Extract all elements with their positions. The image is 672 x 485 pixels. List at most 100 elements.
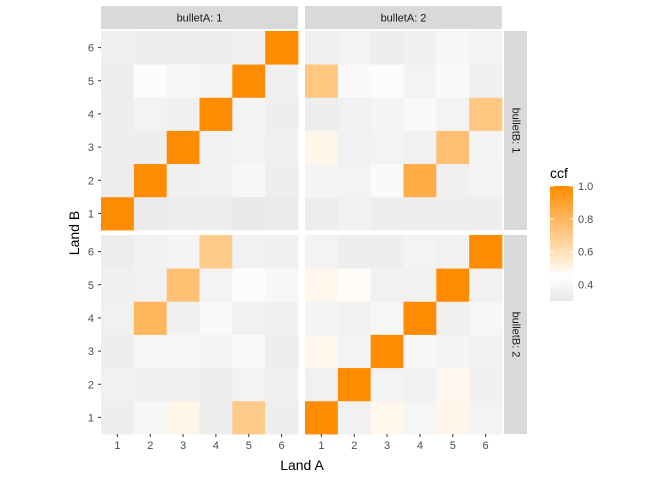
legend-tick-label: 1.0 (578, 181, 593, 193)
y-tick-label: 2 (88, 379, 94, 391)
heatmap-cell (469, 31, 503, 65)
heatmap-cell (370, 97, 404, 131)
heatmap-cell (199, 97, 233, 131)
heatmap-cell (403, 31, 437, 65)
heatmap-cell (337, 130, 372, 165)
heatmap-cell (166, 130, 200, 165)
heatmap-cell (305, 268, 339, 302)
heatmap-cell (232, 64, 266, 98)
heatmap-cell (232, 334, 266, 369)
heatmap-cell (101, 196, 135, 231)
heatmap-cell (265, 196, 299, 231)
heatmap-cell (232, 196, 266, 231)
legend-title: ccf (550, 165, 568, 181)
heatmap-cell (101, 31, 135, 65)
facet-strip-right (504, 31, 527, 230)
heatmap-cell (199, 268, 233, 302)
heatmap-cell (436, 268, 470, 302)
heatmap-cell (133, 334, 168, 369)
heatmap-cell (199, 400, 233, 435)
heatmap-cell (133, 400, 168, 435)
heatmap-cell (305, 64, 339, 98)
heatmap-cell (370, 196, 404, 231)
heatmap-cell (133, 196, 168, 231)
heatmap-cell (436, 31, 470, 65)
heatmap-cell (101, 367, 135, 402)
heatmap-cell (305, 163, 339, 198)
y-axis-title: Land B (66, 211, 82, 255)
facet-strip-top (101, 6, 298, 29)
heatmap-cell (337, 97, 372, 131)
x-tick-label: 2 (351, 440, 357, 452)
heatmap-cell (166, 235, 200, 269)
heatmap-cell (166, 268, 200, 302)
heatmap-cell (199, 235, 233, 269)
heatmap-cell (436, 400, 470, 435)
heatmap-cell (370, 64, 404, 98)
heatmap-cell (305, 235, 339, 269)
heatmap-cell (469, 196, 503, 231)
heatmap-cell (199, 301, 233, 335)
heatmap-cell (133, 301, 168, 335)
heatmap-cell (469, 130, 503, 165)
heatmap-cell (337, 196, 372, 231)
x-tick-label: 3 (384, 440, 390, 452)
heatmap-cell (265, 367, 299, 402)
heatmap-cell (305, 367, 339, 402)
heatmap-cell (469, 334, 503, 369)
heatmap-cell (305, 97, 339, 131)
facet-panel (305, 235, 503, 435)
heatmap-cell (305, 196, 339, 231)
heatmap-cell (403, 196, 437, 231)
heatmap-cell (436, 196, 470, 231)
y-tick-label: 1 (88, 208, 94, 220)
x-tick-label: 2 (147, 440, 153, 452)
heatmap-cell (436, 235, 470, 269)
heatmap-cell (265, 301, 299, 335)
heatmap-cell (469, 367, 503, 402)
heatmap-cell (337, 301, 372, 335)
y-tick-label: 2 (88, 175, 94, 187)
x-tick-label: 3 (180, 440, 186, 452)
heatmap-cell (403, 64, 437, 98)
heatmap-cell (199, 367, 233, 402)
heatmap-cell (403, 334, 437, 369)
heatmap-cell (305, 301, 339, 335)
legend-tick-label: 0.8 (578, 214, 593, 226)
heatmap-cell (370, 367, 404, 402)
heatmap-cell (469, 235, 503, 269)
heatmap-cell (166, 301, 200, 335)
y-tick-label: 6 (88, 43, 94, 55)
heatmap-cell (337, 163, 372, 198)
heatmap-cell (101, 64, 135, 98)
facet-strip-top-label: bulletA: 1 (177, 13, 223, 25)
heatmap-cell (265, 163, 299, 198)
heatmap-cell (265, 235, 299, 269)
heatmap-cell (370, 163, 404, 198)
heatmap-cell (436, 334, 470, 369)
heatmap-cell (133, 97, 168, 131)
heatmap-cell (232, 367, 266, 402)
heatmap-cell (199, 334, 233, 369)
heatmap-cell (232, 97, 266, 131)
heatmap-cell (370, 268, 404, 302)
heatmap-cell (469, 97, 503, 131)
y-tick-label: 3 (88, 142, 94, 154)
heatmap-cell (370, 31, 404, 65)
heatmap-cell (305, 334, 339, 369)
heatmap-cell (265, 130, 299, 165)
heatmap-cell (166, 31, 200, 65)
facet-strip-top (305, 6, 502, 29)
facet-strip-right (504, 235, 527, 434)
facet-panel (101, 31, 299, 231)
heatmap-cell (232, 31, 266, 65)
heatmap-cell (133, 163, 168, 198)
heatmap-cell (199, 31, 233, 65)
heatmap-cell (403, 268, 437, 302)
heatmap-cell (337, 268, 372, 302)
heatmap-cell (265, 334, 299, 369)
heatmap-cell (337, 31, 372, 65)
y-tick-label: 3 (88, 346, 94, 358)
heatmap-cell (166, 196, 200, 231)
heatmap-cell (370, 400, 404, 435)
